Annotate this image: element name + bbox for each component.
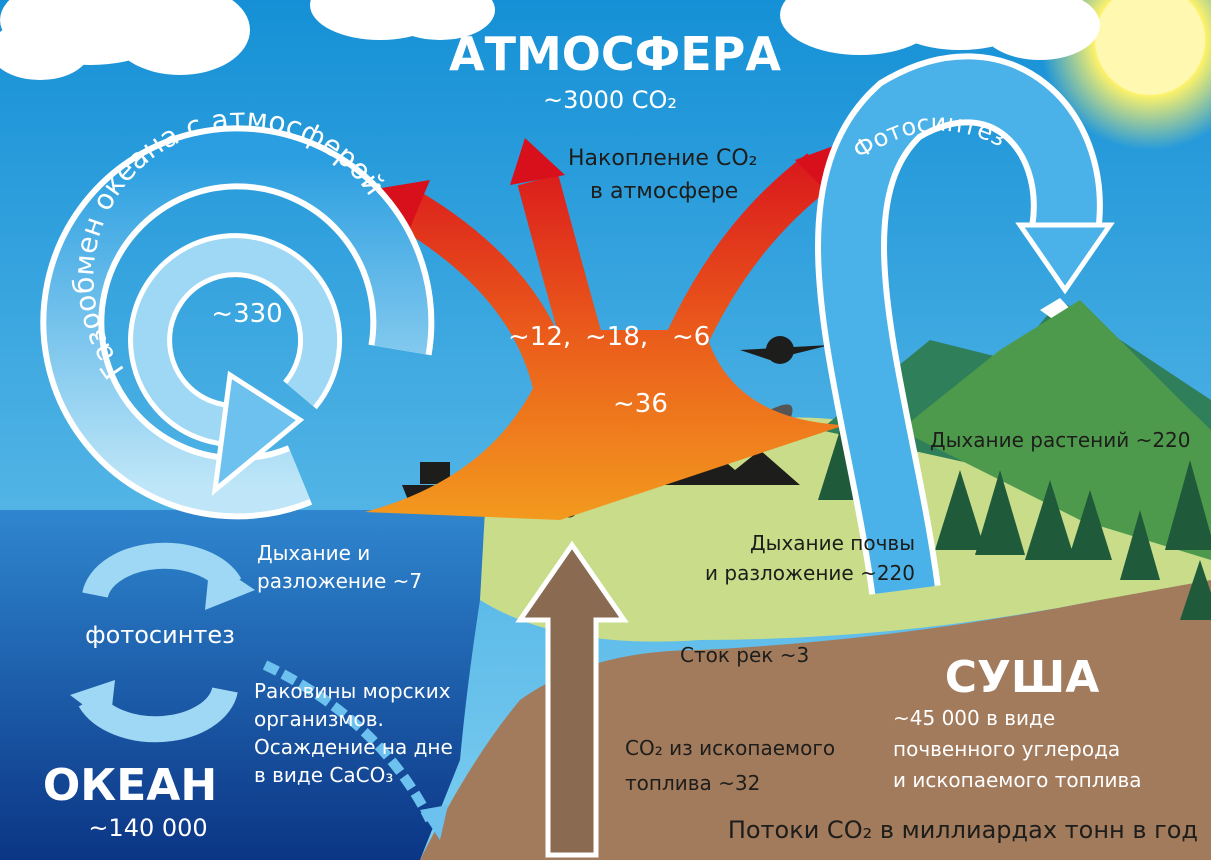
plant-respiration-label: Дыхание растений ~220 xyxy=(930,428,1191,452)
river-runoff-label: Сток рек ~3 xyxy=(680,643,809,667)
ocean-title: ОКЕАН xyxy=(43,760,217,811)
ocean-amount: ~140 000 xyxy=(88,814,207,842)
flow-label: ~12, xyxy=(508,322,571,352)
atmosphere-amount: ~3000 CO₂ xyxy=(543,86,677,114)
flow-label: ~36 xyxy=(613,389,668,419)
footer-caption: Потоки CO₂ в миллиардах тонн в год xyxy=(728,816,1198,844)
flow-label: ~6 xyxy=(672,322,710,352)
flow-label: ~18, xyxy=(585,322,648,352)
land-title: СУША xyxy=(945,652,1100,703)
ocean-photosynthesis-label: фотосинтез xyxy=(85,621,235,649)
atmosphere-title: АТМОСФЕРА xyxy=(449,27,781,81)
carbon-cycle: АТМОСФЕРА ~3000 CO₂ Накопление CO₂в атмо… xyxy=(0,0,1211,860)
ocean-exchange-amount: ~330 xyxy=(211,299,282,329)
